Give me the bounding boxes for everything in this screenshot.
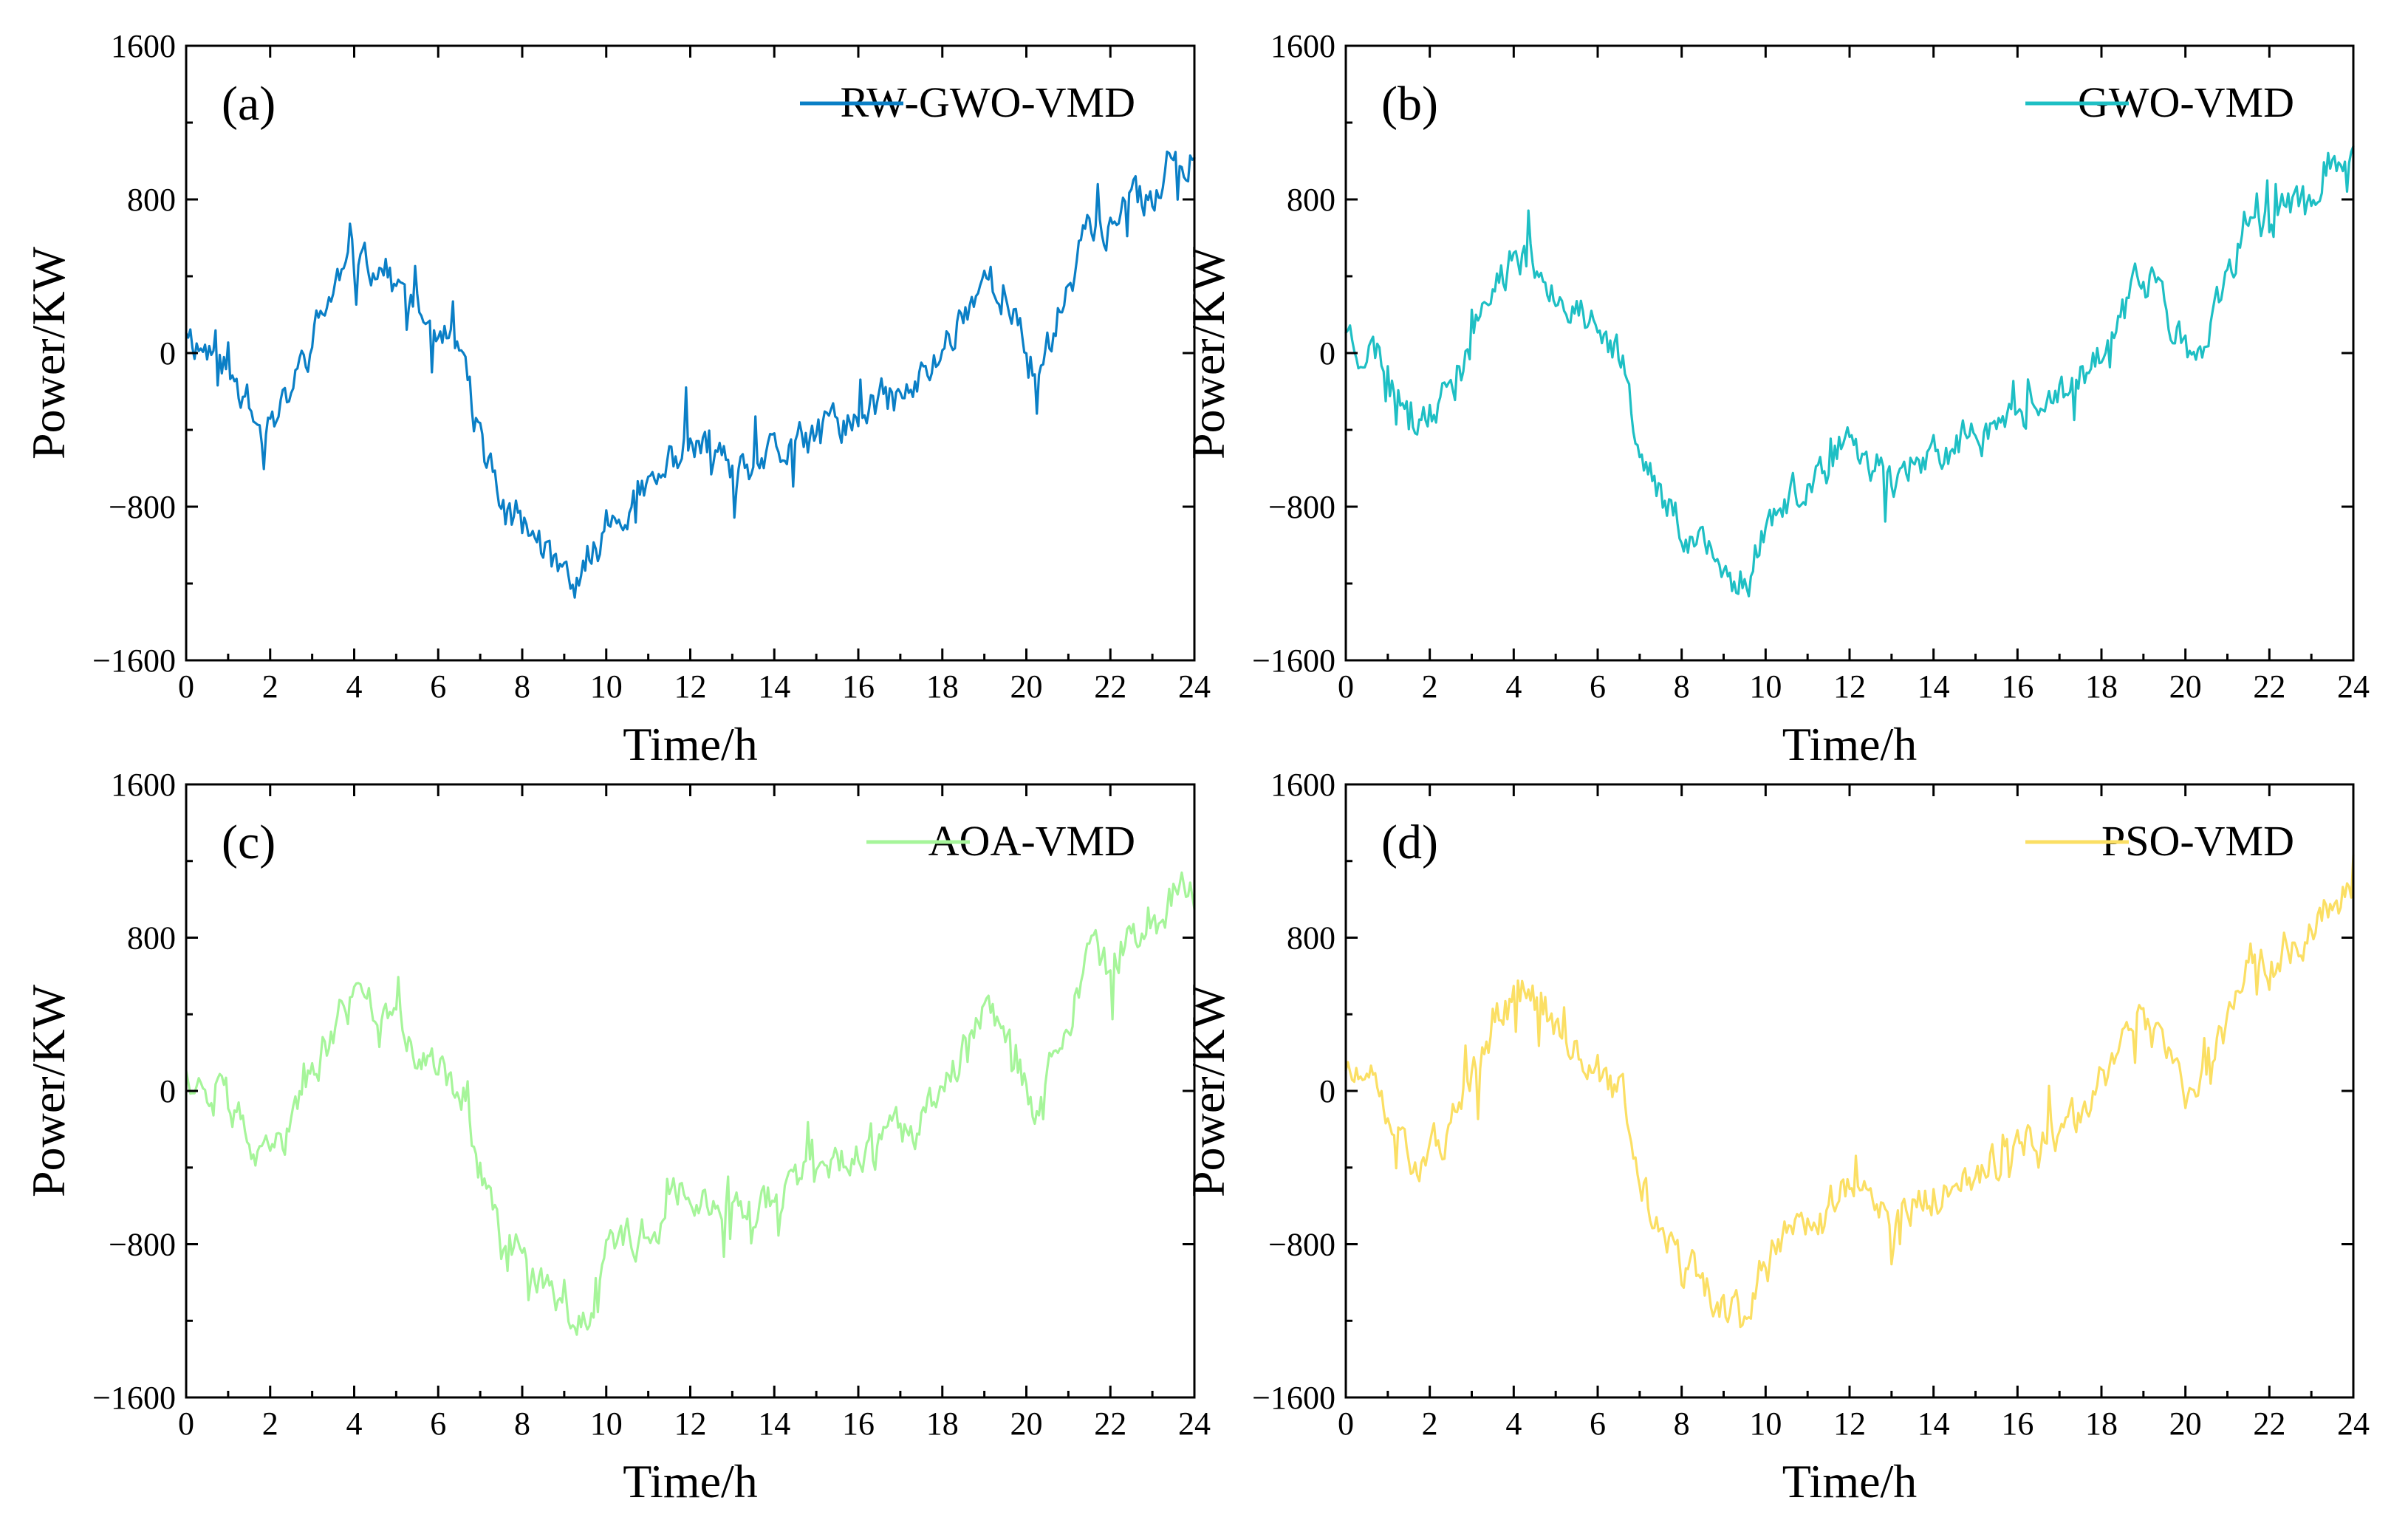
y-tick-label: −800 bbox=[1268, 1227, 1335, 1263]
x-tick-label: 8 bbox=[514, 1406, 530, 1442]
x-tick-label: 18 bbox=[2085, 668, 2118, 705]
x-tick-label: 8 bbox=[514, 668, 530, 705]
x-tick-label: 0 bbox=[178, 668, 194, 705]
x-tick-label: 4 bbox=[1505, 1406, 1522, 1442]
x-tick-label: 2 bbox=[262, 668, 278, 705]
x-tick-label: 24 bbox=[2337, 668, 2370, 705]
y-tick-label: 800 bbox=[1287, 182, 1335, 218]
panel-label: (d) bbox=[1381, 815, 1438, 869]
y-tick-label: 0 bbox=[160, 1073, 176, 1109]
x-tick-label: 18 bbox=[2085, 1406, 2118, 1442]
x-axis-title: Time/h bbox=[623, 718, 758, 770]
x-tick-label: 10 bbox=[1749, 1406, 1782, 1442]
y-axis-title: Power/KW bbox=[22, 246, 75, 459]
x-tick-label: 24 bbox=[1178, 668, 1211, 705]
x-tick-label: 6 bbox=[430, 1406, 446, 1442]
x-tick-label: 10 bbox=[1749, 668, 1782, 705]
x-tick-label: 4 bbox=[346, 668, 363, 705]
x-tick-label: 20 bbox=[2169, 668, 2202, 705]
x-tick-label: 8 bbox=[1674, 668, 1690, 705]
x-tick-label: 2 bbox=[1422, 1406, 1438, 1442]
x-tick-label: 14 bbox=[1918, 1406, 1950, 1442]
y-tick-label: −800 bbox=[109, 1227, 176, 1263]
x-tick-label: 18 bbox=[926, 1406, 959, 1442]
x-tick-label: 0 bbox=[178, 1406, 194, 1442]
x-tick-label: 20 bbox=[2169, 1406, 2202, 1442]
y-tick-label: 800 bbox=[127, 182, 176, 218]
x-tick-label: 2 bbox=[262, 1406, 278, 1442]
x-tick-label: 12 bbox=[1833, 1406, 1866, 1442]
x-tick-label: 4 bbox=[346, 1406, 363, 1442]
x-tick-label: 24 bbox=[2337, 1406, 2370, 1442]
x-tick-label: 4 bbox=[1505, 668, 1522, 705]
plot-frame bbox=[1344, 783, 2355, 1399]
y-axis-title: Power/KW bbox=[1182, 246, 1234, 459]
series-line-aoa-vmd bbox=[185, 871, 1196, 1336]
x-tick-label: 6 bbox=[1590, 668, 1606, 705]
y-tick-label: −800 bbox=[1268, 489, 1335, 525]
x-tick-label: 8 bbox=[1674, 1406, 1690, 1442]
x-tick-label: 16 bbox=[2001, 668, 2033, 705]
chart-panel-d: 0 2 4 6 8 10 12 14 16 18 20 22 24−1600−80008001600Ti… bbox=[1182, 767, 2370, 1508]
plot-frame bbox=[185, 783, 1196, 1399]
series-line-gwo-vmd bbox=[1344, 145, 2355, 598]
y-tick-label: 1600 bbox=[1270, 767, 1335, 803]
x-tick-label: 22 bbox=[1094, 1406, 1126, 1442]
y-axis-title: Power/KW bbox=[1182, 984, 1234, 1197]
x-tick-label: 12 bbox=[674, 668, 707, 705]
x-tick-label: 16 bbox=[842, 1406, 875, 1442]
x-tick-label: 0 bbox=[1338, 1406, 1354, 1442]
y-tick-label: 0 bbox=[1319, 335, 1335, 372]
x-tick-label: 10 bbox=[590, 1406, 623, 1442]
panel-label: (b) bbox=[1381, 77, 1438, 131]
x-tick-label: 22 bbox=[2253, 1406, 2285, 1442]
x-tick-label: 16 bbox=[842, 668, 875, 705]
x-tick-label: 14 bbox=[1918, 668, 1950, 705]
series-line-pso-vmd bbox=[1344, 854, 2355, 1329]
x-tick-label: 6 bbox=[430, 668, 446, 705]
y-axis-title: Power/KW bbox=[22, 984, 75, 1197]
y-tick-label: 1600 bbox=[111, 28, 176, 64]
panel-label: (c) bbox=[222, 815, 276, 869]
x-tick-label: 20 bbox=[1010, 1406, 1043, 1442]
y-tick-label: 1600 bbox=[1270, 28, 1335, 64]
y-tick-label: −1600 bbox=[92, 643, 176, 679]
x-tick-label: 16 bbox=[2001, 1406, 2033, 1442]
y-tick-label: 800 bbox=[127, 920, 176, 956]
chart-panel-a: 0 2 4 6 8 10 12 14 16 18 20 22 24−1600−80008001600Ti… bbox=[22, 28, 1211, 770]
x-tick-label: 20 bbox=[1010, 668, 1043, 705]
x-tick-label: 18 bbox=[926, 668, 959, 705]
x-tick-label: 22 bbox=[1094, 668, 1126, 705]
x-tick-label: 12 bbox=[1833, 668, 1866, 705]
x-axis-title: Time/h bbox=[1782, 1455, 1918, 1508]
y-tick-label: 0 bbox=[1319, 1073, 1335, 1109]
x-tick-label: 0 bbox=[1338, 668, 1354, 705]
y-tick-label: −800 bbox=[109, 489, 176, 525]
y-tick-label: −1600 bbox=[1252, 1380, 1335, 1416]
legend-label: PSO-VMD bbox=[2101, 817, 2294, 865]
chart-panel-c: 0 2 4 6 8 10 12 14 16 18 20 22 24−1600−80008001600Ti… bbox=[22, 767, 1211, 1508]
x-tick-label: 14 bbox=[758, 1406, 790, 1442]
plot-frame bbox=[185, 44, 1196, 662]
x-tick-label: 24 bbox=[1178, 1406, 1211, 1442]
series-line-rw-gwo-vmd bbox=[185, 150, 1196, 599]
chart-panel-b: 0 2 4 6 8 10 12 14 16 18 20 22 24−1600−80008001600Ti… bbox=[1182, 28, 2370, 770]
x-tick-label: 12 bbox=[674, 1406, 707, 1442]
panel-label: (a) bbox=[222, 77, 276, 131]
y-tick-label: 1600 bbox=[111, 767, 176, 803]
x-tick-label: 10 bbox=[590, 668, 623, 705]
x-tick-label: 22 bbox=[2253, 668, 2285, 705]
y-tick-label: −1600 bbox=[1252, 643, 1335, 679]
y-tick-label: 0 bbox=[160, 335, 176, 372]
x-tick-label: 14 bbox=[758, 668, 790, 705]
y-tick-label: 800 bbox=[1287, 920, 1335, 956]
x-tick-label: 6 bbox=[1590, 1406, 1606, 1442]
x-axis-title: Time/h bbox=[623, 1455, 758, 1508]
x-tick-label: 2 bbox=[1422, 668, 1438, 705]
y-tick-label: −1600 bbox=[92, 1380, 176, 1416]
x-axis-title: Time/h bbox=[1782, 718, 1918, 770]
